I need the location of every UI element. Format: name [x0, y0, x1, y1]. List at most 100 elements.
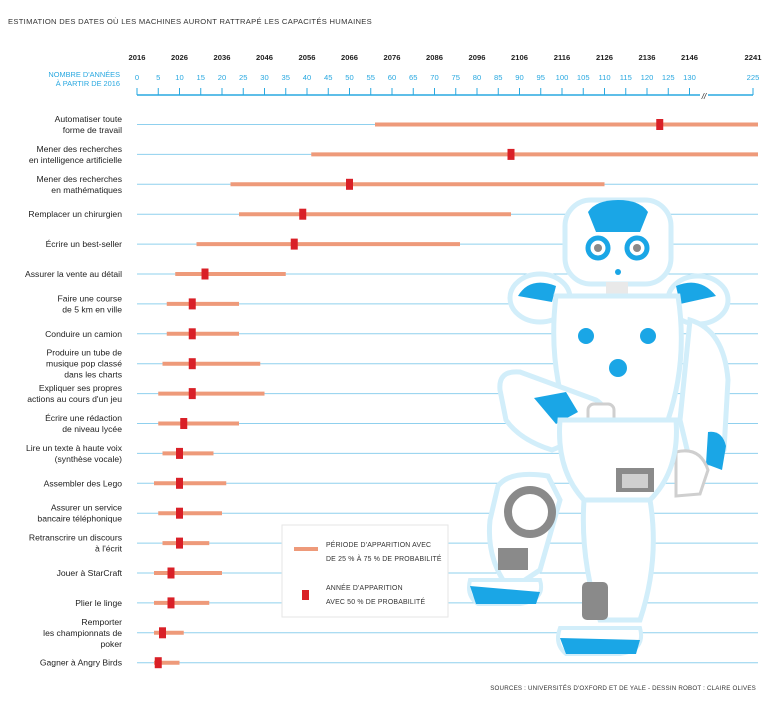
- category-label: Gagner à Angry Birds: [40, 658, 122, 668]
- category-label: Remplacer un chirurgien: [28, 209, 122, 219]
- years-tick-label: 35: [282, 73, 290, 82]
- years-tick-label: 85: [494, 73, 502, 82]
- robot-nao-illustration: [467, 197, 731, 656]
- series-row: Gagner à Angry Birds: [40, 657, 758, 669]
- median-year-marker: [180, 418, 188, 429]
- years-tick-label: 105: [577, 73, 590, 82]
- years-from-2016-axis: NOMBRE D'ANNÉES À PARTIR DE 2016 // 0 5 10 1…: [48, 70, 759, 101]
- category-label: Assembler des Lego: [44, 478, 123, 488]
- category-label: Lire un texte à haute voix: [26, 443, 123, 453]
- legend-median-swatch: [302, 590, 309, 600]
- median-year-marker: [201, 268, 209, 280]
- category-label: Écrire un best-seller: [46, 239, 123, 249]
- legend-median-line1: ANNÉE D'APPARITION: [326, 583, 403, 592]
- category-label: Jouer à StarCraft: [57, 568, 123, 578]
- median-year-marker: [167, 597, 175, 609]
- category-label: musique pop classé: [46, 359, 122, 369]
- years-tick-label: 0: [135, 73, 139, 82]
- category-label: Plier le linge: [75, 598, 122, 608]
- years-tick-label: 55: [367, 73, 375, 82]
- years-tick-label: 225: [747, 73, 760, 82]
- legend-range-line2: DE 25 % À 75 % DE PROBABILITÉ: [326, 554, 442, 563]
- year-tick-label: 2241: [745, 53, 763, 62]
- category-label: les championnats de: [43, 628, 122, 638]
- median-year-marker: [188, 388, 196, 400]
- category-label: Assurer un service: [51, 503, 122, 513]
- years-tick-label: 10: [175, 73, 183, 82]
- year-tick-label: 2046: [256, 53, 273, 62]
- year-tick-label: 2076: [384, 53, 401, 62]
- years-tick-label: 30: [260, 73, 268, 82]
- years-tick-label: 75: [452, 73, 460, 82]
- year-tick-label: 2146: [681, 53, 698, 62]
- year-tick-label: 2106: [511, 53, 528, 62]
- year-tick-label: 2136: [639, 53, 656, 62]
- years-tick-label: 95: [537, 73, 545, 82]
- category-label: Produire un tube de: [47, 348, 123, 358]
- category-label: Assurer la vente au détail: [25, 269, 122, 279]
- years-tick-label: 5: [156, 73, 160, 82]
- years-tick-label: 15: [197, 73, 205, 82]
- years-axis-label-line1: NOMBRE D'ANNÉES: [48, 70, 120, 79]
- years-axis-label-line2: À PARTIR DE 2016: [56, 79, 120, 88]
- median-year-marker: [188, 328, 196, 340]
- category-label: de niveau lycée: [62, 424, 122, 434]
- years-tick-label: 130: [683, 73, 696, 82]
- years-tick-label: 125: [662, 73, 675, 82]
- category-label: actions au cours d'un jeu: [27, 394, 122, 404]
- category-label: Automatiser toute: [55, 114, 123, 124]
- median-year-marker: [167, 567, 175, 579]
- sources-credit: SOURCES : UNIVERSITÉS D'OXFORD ET DE YAL…: [490, 685, 756, 692]
- median-year-marker: [154, 657, 162, 669]
- category-label: en mathématiques: [51, 185, 122, 195]
- year-tick-label: 2056: [299, 53, 316, 62]
- category-label: Expliquer ses propres: [39, 383, 122, 393]
- years-tick-label: 70: [430, 73, 438, 82]
- category-label: à l'écrit: [95, 544, 123, 554]
- years-tick-label: 80: [473, 73, 481, 82]
- year-tick-label: 2066: [341, 53, 358, 62]
- category-label: Écrire une rédaction: [45, 413, 122, 423]
- year-tick-label: 2116: [554, 53, 570, 62]
- category-label: de 5 km en ville: [62, 304, 122, 314]
- year-tick-label: 2086: [426, 53, 443, 62]
- years-tick-label: 110: [598, 73, 610, 82]
- year-tick-label: 2016: [129, 53, 146, 62]
- category-label: Remporter: [81, 617, 122, 627]
- median-year-marker: [176, 447, 183, 459]
- chart-title: ESTIMATION DES DATES OÙ LES MACHINES AUR…: [8, 17, 372, 26]
- legend-box: [281, 524, 449, 618]
- years-tick-label: 115: [620, 73, 632, 82]
- median-year-marker: [159, 627, 166, 639]
- median-year-marker: [656, 119, 664, 130]
- median-year-marker: [507, 148, 515, 160]
- years-tick-label: 20: [218, 73, 226, 82]
- category-label: dans les charts: [64, 370, 122, 380]
- years-tick-label: 65: [409, 73, 417, 82]
- years-tick-label: 90: [515, 73, 523, 82]
- legend: PÉRIODE D'APPARITION AVEC DE 25 % À 75 %…: [281, 524, 449, 618]
- median-year-marker: [299, 208, 307, 220]
- years-tick-label: 120: [641, 73, 654, 82]
- year-tick-label: 2036: [214, 53, 231, 62]
- category-label: en intelligence artificielle: [29, 155, 122, 165]
- median-year-marker: [188, 298, 196, 310]
- median-year-marker: [188, 358, 196, 370]
- years-tick-label: 60: [388, 73, 396, 82]
- years-tick-label: 45: [324, 73, 332, 82]
- year-tick-label: 2096: [469, 53, 486, 62]
- median-year-marker: [176, 537, 183, 549]
- years-tick-label: 50: [345, 73, 353, 82]
- category-label: Mener des recherches: [36, 174, 122, 184]
- year-axis: 2016 2026 2036 2046 2056 2066 2076 2086 2096 2106…: [129, 53, 763, 62]
- legend-median-line2: AVEC 50 % DE PROBABILITÉ: [326, 597, 425, 606]
- legend-range-line1: PÉRIODE D'APPARITION AVEC: [326, 540, 431, 549]
- category-label: Mener des recherches: [36, 144, 122, 154]
